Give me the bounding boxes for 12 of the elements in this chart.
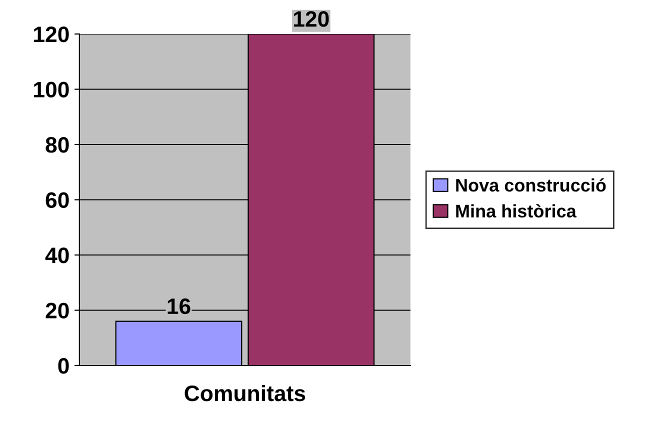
y-tick-label: 0 <box>58 358 69 374</box>
y-tick-label: 100 <box>34 82 69 98</box>
legend-label: Nova construcció <box>456 178 606 192</box>
legend-label: Mina històrica <box>456 204 576 218</box>
y-tick-label: 60 <box>46 192 69 208</box>
y-tick-label: 80 <box>46 137 69 153</box>
y-tick-label: 20 <box>46 302 69 319</box>
y-tick-label: 120 <box>34 26 69 42</box>
data-label: 120 <box>294 11 329 27</box>
x-tick-label: Comunitats <box>184 384 306 402</box>
data-label: 16 <box>168 298 190 314</box>
y-tick-label: 40 <box>45 248 69 264</box>
